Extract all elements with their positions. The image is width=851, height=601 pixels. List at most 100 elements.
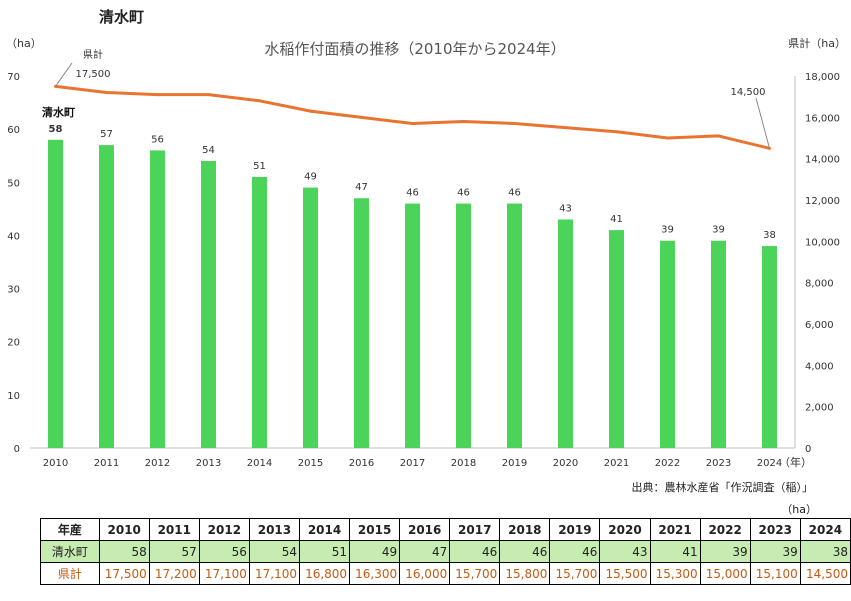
right-axis-unit: 県計（ha） [788,36,846,50]
table-row-label: 県計 [40,562,100,585]
table-cell: 15,700 [449,562,501,585]
table-unit: （ha） [781,503,817,516]
line-point [207,93,210,97]
line-point [360,115,363,119]
table-cell: 46 [499,540,551,563]
bar-value-label: 39 [712,225,725,236]
table-header-year: 2024 [799,518,851,541]
left-tick-label: 30 [7,285,20,296]
bar-value-label: 43 [559,203,572,214]
left-tick-label: 0 [14,444,20,455]
table-row-label: 清水町 [40,540,100,563]
table-cell: 46 [449,540,501,563]
bar-value-label: 54 [202,145,215,156]
chart: 水稲作付面積の推移（2010年から2024年） （ha） 県計（ha） （年） 0 10 2… [6,36,846,469]
bar [558,219,573,448]
table-cell: 43 [599,540,651,563]
x-tick-label: 2017 [400,458,425,469]
right-tick-label: 2,000 [805,403,834,414]
left-tick-label: 60 [7,125,20,136]
right-tick-label: 10,000 [805,237,840,248]
right-tick-label: 18,000 [805,72,840,83]
line-point [513,122,516,126]
table-cell: 15,700 [549,562,601,585]
table-header-year: 2023 [749,518,801,541]
line-point [105,91,108,95]
table-cell: 15,800 [499,562,551,585]
chart-title: 水稲作付面積の推移（2010年から2024年） [264,40,565,58]
table-cell: 47 [399,540,451,563]
table-cell: 58 [98,540,150,563]
bar [252,176,267,448]
bar-value-label: 56 [151,134,164,145]
line-point [717,134,720,138]
data-table: 年産 2010 2011 2012 2013 2014 2015 2016 2017 2018 2… [40,518,851,585]
table-cell: 46 [549,540,601,563]
table-header-row: 年産 2010 2011 2012 2013 2014 2015 2016 2017 2018 2… [40,518,851,541]
table-cell: 16,800 [298,562,351,585]
table-header-year: 2022 [699,518,751,541]
table-header-year: 2011 [148,518,200,541]
x-tick-label: 2014 [247,458,272,469]
bar [456,203,471,448]
bar [354,198,369,448]
table-header-year: 2017 [449,518,501,541]
annotation-leader [55,62,73,87]
right-tick-label: 8,000 [805,279,834,290]
left-tick-label: 50 [7,178,20,189]
line-series-label: 県計 [83,48,103,61]
table-cell: 14,500 [799,562,851,585]
bar [48,139,63,448]
table-row: 県計 17,500 17,200 17,100 17,100 16,800 16,300 16… [40,562,851,585]
x-tick-label: 2010 [43,458,68,469]
table-cell: 49 [349,540,401,563]
table-cell: 56 [198,540,250,563]
bar [609,230,624,448]
x-tick-label: 2020 [553,458,578,469]
left-tick-label: 70 [7,72,20,83]
x-tick-label: 2011 [94,458,119,469]
table-header-year: 2010 [98,518,150,541]
x-axis-unit: （年） [779,455,812,469]
x-tick-label: 2012 [145,458,170,469]
table-header-year: 2012 [198,518,250,541]
table-header-year: 2020 [599,518,651,541]
line-point [666,136,669,140]
x-tick-label: 2021 [604,458,629,469]
table-cell: 41 [649,540,701,563]
bar-series-label: 清水町 [42,105,75,119]
source-note: 出典：農林水産省「作況調査（稲）」 [631,481,814,494]
annotation-label: 17,500 [76,69,111,80]
x-tick-label: 2022 [655,458,680,469]
bar-value-label: 57 [100,129,113,140]
line-point [258,99,261,103]
right-tick-label: 12,000 [805,196,840,207]
table-header-year: 2014 [298,518,351,541]
bar-value-label: 46 [508,188,521,199]
table-cell: 51 [298,540,351,563]
bar [99,145,114,449]
table-header-year: 2015 [349,518,401,541]
right-tick-label: 6,000 [805,320,834,331]
table-cell: 16,300 [349,562,401,585]
bar [150,150,165,448]
left-axis-unit: （ha） [6,37,42,50]
table-cell: 16,000 [399,562,451,585]
annotation-label: 14,500 [731,87,766,98]
left-tick-label: 10 [7,391,20,402]
line-point [411,122,414,126]
table-cell: 57 [148,540,200,563]
bar [405,203,420,448]
table-cell: 54 [248,540,300,563]
table-header-year: 2013 [248,518,300,541]
bar-value-label: 51 [253,161,266,172]
x-tick-label: 2018 [451,458,476,469]
table-header-label: 年産 [40,518,100,541]
x-tick-label: 2013 [196,458,221,469]
bar-value-label: 41 [610,214,623,225]
x-tick-label: 2016 [349,458,374,469]
bar [507,203,522,448]
line-point [462,119,465,123]
table-cell: 17,100 [198,562,250,585]
right-tick-label: 16,000 [805,113,840,124]
